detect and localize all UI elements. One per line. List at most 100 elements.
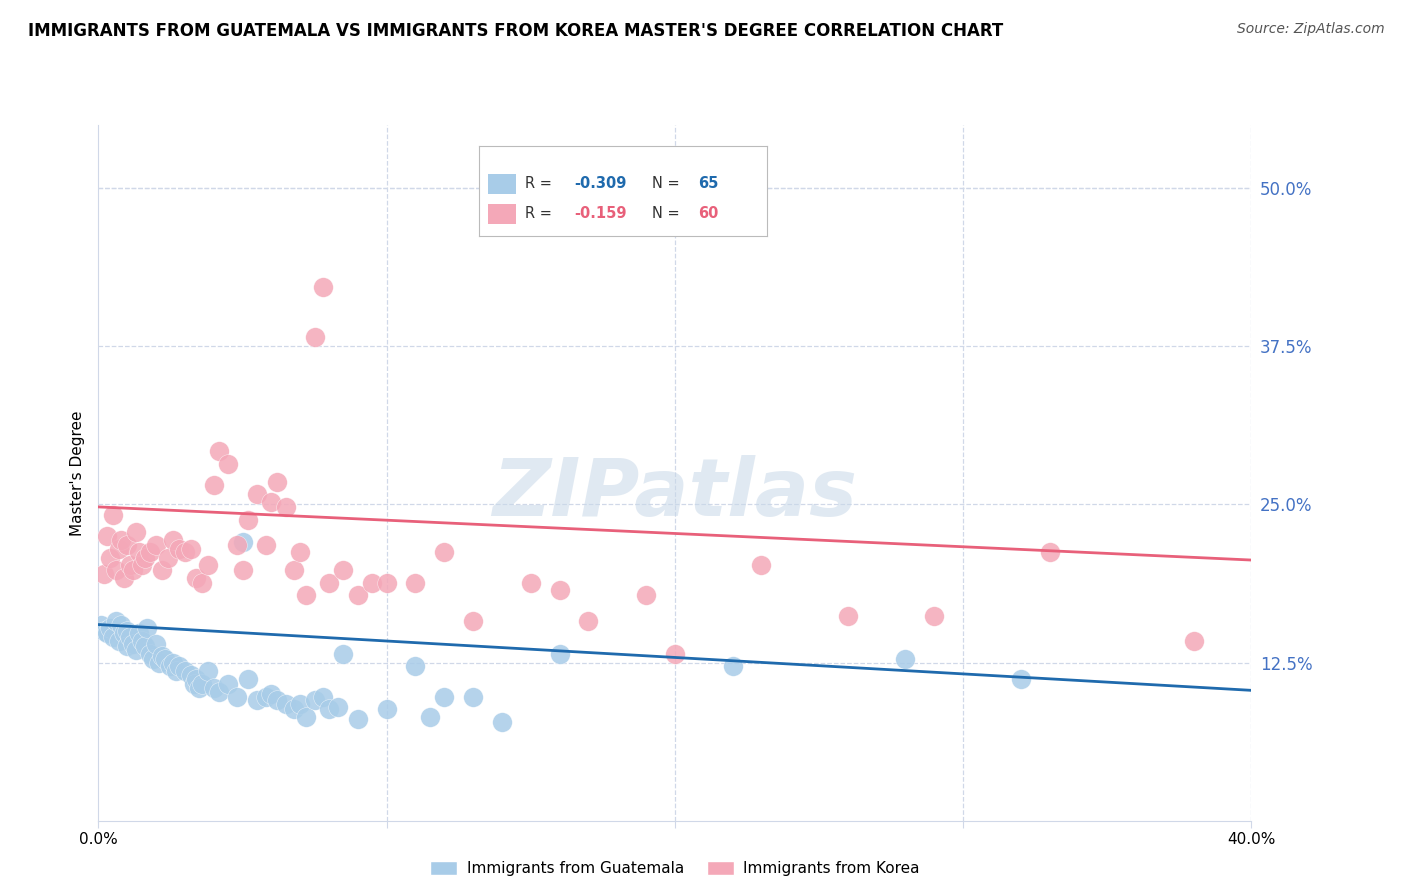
Point — [110, 617, 132, 632]
Point — [120, 630, 142, 644]
Point — [326, 699, 349, 714]
Point — [125, 525, 148, 540]
Point — [361, 575, 384, 590]
Point — [186, 571, 208, 585]
Point — [122, 563, 145, 577]
Point — [461, 614, 484, 628]
Point — [96, 626, 118, 640]
Point — [922, 608, 945, 623]
Point — [1038, 545, 1062, 559]
Point — [150, 563, 173, 577]
Point — [131, 634, 153, 648]
Text: 65: 65 — [697, 177, 718, 191]
Point — [274, 698, 297, 712]
Point — [197, 558, 219, 573]
Point — [197, 665, 219, 679]
Point — [167, 541, 190, 556]
Point — [188, 681, 211, 695]
Point — [134, 639, 156, 653]
Point — [208, 444, 231, 458]
Point — [578, 614, 600, 628]
Point — [246, 693, 269, 707]
Point — [260, 495, 283, 509]
FancyBboxPatch shape — [488, 203, 516, 224]
Point — [346, 589, 368, 603]
Point — [405, 659, 427, 673]
Point — [290, 545, 312, 559]
Point — [202, 478, 225, 492]
Point — [112, 571, 135, 585]
Point — [145, 636, 167, 650]
Point — [128, 626, 150, 640]
Point — [191, 677, 214, 691]
Point — [295, 710, 318, 724]
Point — [318, 575, 340, 590]
Point — [751, 558, 773, 573]
Point — [96, 529, 118, 543]
Point — [145, 538, 167, 552]
Point — [162, 656, 184, 670]
Point — [139, 647, 162, 661]
Point — [1010, 672, 1032, 686]
Point — [295, 589, 318, 603]
Text: R =: R = — [524, 177, 557, 191]
Point — [90, 617, 112, 632]
Point — [174, 545, 197, 559]
Point — [183, 677, 205, 691]
Point — [139, 545, 162, 559]
Point — [180, 541, 202, 556]
Point — [148, 656, 170, 670]
Point — [150, 649, 173, 664]
Point — [217, 457, 239, 471]
Point — [112, 626, 135, 640]
Y-axis label: Master's Degree: Master's Degree — [69, 410, 84, 535]
Point — [721, 659, 744, 673]
Point — [894, 651, 917, 665]
Point — [304, 330, 326, 344]
Point — [107, 541, 129, 556]
Point — [231, 563, 254, 577]
Point — [260, 687, 283, 701]
Point — [98, 621, 121, 635]
Point — [266, 475, 288, 489]
Point — [254, 690, 277, 704]
Point — [1182, 634, 1205, 648]
Point — [238, 512, 260, 526]
Point — [283, 563, 305, 577]
Point — [312, 280, 335, 294]
FancyBboxPatch shape — [488, 174, 516, 194]
Point — [332, 563, 354, 577]
Point — [93, 624, 115, 638]
Point — [433, 545, 456, 559]
Point — [332, 647, 354, 661]
Point — [548, 647, 571, 661]
Point — [238, 672, 260, 686]
Point — [217, 677, 239, 691]
Point — [134, 550, 156, 565]
Point — [104, 563, 127, 577]
Point — [548, 583, 571, 598]
Point — [318, 702, 340, 716]
Point — [117, 639, 139, 653]
Point — [520, 575, 543, 590]
Point — [159, 659, 181, 673]
Point — [375, 702, 398, 716]
Point — [225, 538, 247, 552]
Point — [162, 533, 184, 547]
Text: N =: N = — [652, 206, 685, 221]
Point — [419, 710, 441, 724]
Point — [110, 533, 132, 547]
Point — [491, 714, 513, 729]
Point — [98, 550, 121, 565]
Point — [312, 690, 335, 704]
Point — [254, 538, 277, 552]
Point — [837, 608, 859, 623]
Point — [375, 575, 398, 590]
Text: -0.159: -0.159 — [574, 206, 627, 221]
Point — [136, 621, 159, 635]
Point — [142, 651, 165, 665]
Text: -0.309: -0.309 — [574, 177, 627, 191]
Point — [128, 545, 150, 559]
Point — [433, 690, 456, 704]
Point — [131, 558, 153, 573]
